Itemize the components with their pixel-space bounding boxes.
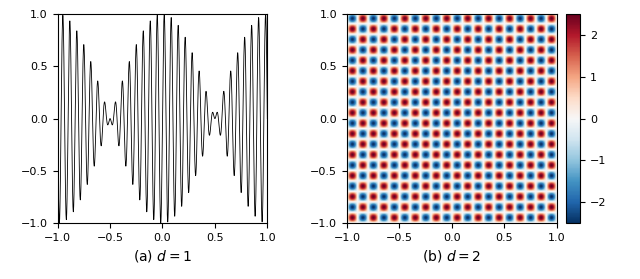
X-axis label: (a) $d=1$: (a) $d=1$ <box>133 249 192 264</box>
X-axis label: (b) $d=2$: (b) $d=2$ <box>422 249 481 264</box>
